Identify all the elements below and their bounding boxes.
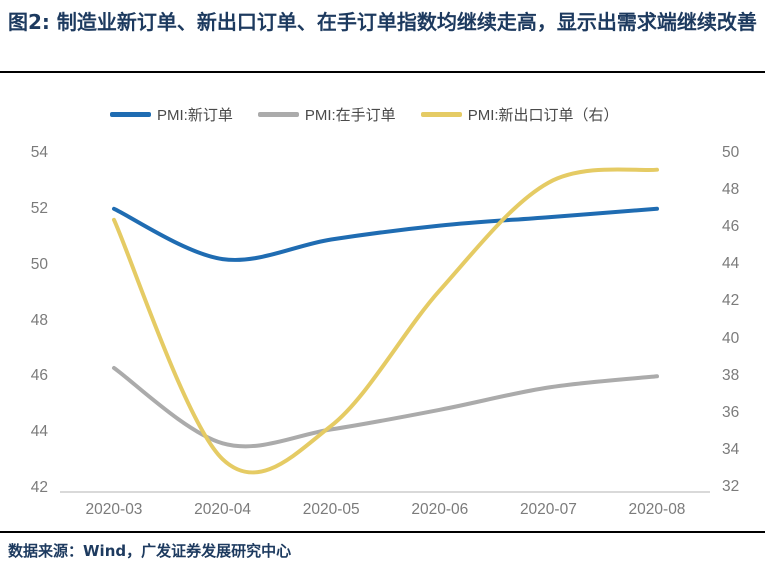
left-axis-tick: 52 bbox=[30, 199, 48, 217]
x-axis-tick: 2020-06 bbox=[411, 501, 469, 518]
legend-label: PMI:新出口订单（右） bbox=[467, 106, 619, 124]
title-divider bbox=[0, 71, 765, 73]
legend-item-new-orders: PMI:新订单 bbox=[110, 104, 233, 125]
left-axis-tick: 42 bbox=[30, 479, 48, 496]
legend-label: PMI:在手订单 bbox=[304, 106, 396, 124]
x-axis-tick: 2020-07 bbox=[519, 501, 577, 518]
line-swatch-icon bbox=[420, 111, 462, 117]
x-axis-tick: 2020-08 bbox=[628, 501, 686, 518]
right-axis-tick: 38 bbox=[722, 366, 740, 384]
x-axis-tick: 2020-04 bbox=[194, 501, 252, 518]
line-new-export-orders bbox=[112, 167, 659, 475]
left-axis-tick: 46 bbox=[30, 367, 48, 385]
right-axis-tick: 48 bbox=[722, 181, 740, 199]
data-source-note: 数据来源：Wind，广发证券发展研究中心 bbox=[8, 542, 292, 560]
left-axis-tick: 44 bbox=[30, 423, 48, 441]
legend-label: PMI:新订单 bbox=[157, 106, 233, 124]
right-axis-tick: 40 bbox=[722, 329, 740, 347]
footer-divider bbox=[0, 531, 765, 533]
chart-legend: PMI:新订单 PMI:在手订单 PMI:新出口订单（右） bbox=[110, 103, 619, 125]
left-axis-tick: 48 bbox=[30, 311, 48, 329]
line-swatch-icon bbox=[257, 111, 299, 117]
line-swatch-icon bbox=[110, 111, 151, 117]
x-axis-tick: 2020-03 bbox=[85, 501, 143, 518]
figure-title: 图2: 制造业新订单、新出口订单、在手订单指数均继续走高，显示出需求端继续改善 bbox=[8, 10, 757, 34]
left-axis-tick: 50 bbox=[30, 255, 48, 273]
right-axis-tick: 44 bbox=[722, 255, 740, 273]
right-axis-tick: 50 bbox=[722, 144, 740, 161]
right-axis-tick: 46 bbox=[722, 218, 740, 236]
right-axis-tick: 34 bbox=[722, 440, 740, 458]
legend-item-backlog-orders: PMI:在手订单 bbox=[257, 104, 396, 125]
line-backlog-orders bbox=[112, 366, 659, 449]
legend-item-new-export-orders: PMI:新出口订单（右） bbox=[420, 104, 619, 125]
right-axis-tick: 36 bbox=[722, 403, 740, 421]
right-axis-tick: 32 bbox=[722, 478, 740, 495]
line-new-orders bbox=[112, 206, 659, 262]
right-axis-tick: 42 bbox=[722, 292, 740, 310]
x-axis-tick: 2020-05 bbox=[302, 501, 360, 518]
left-axis-tick: 54 bbox=[30, 144, 48, 161]
